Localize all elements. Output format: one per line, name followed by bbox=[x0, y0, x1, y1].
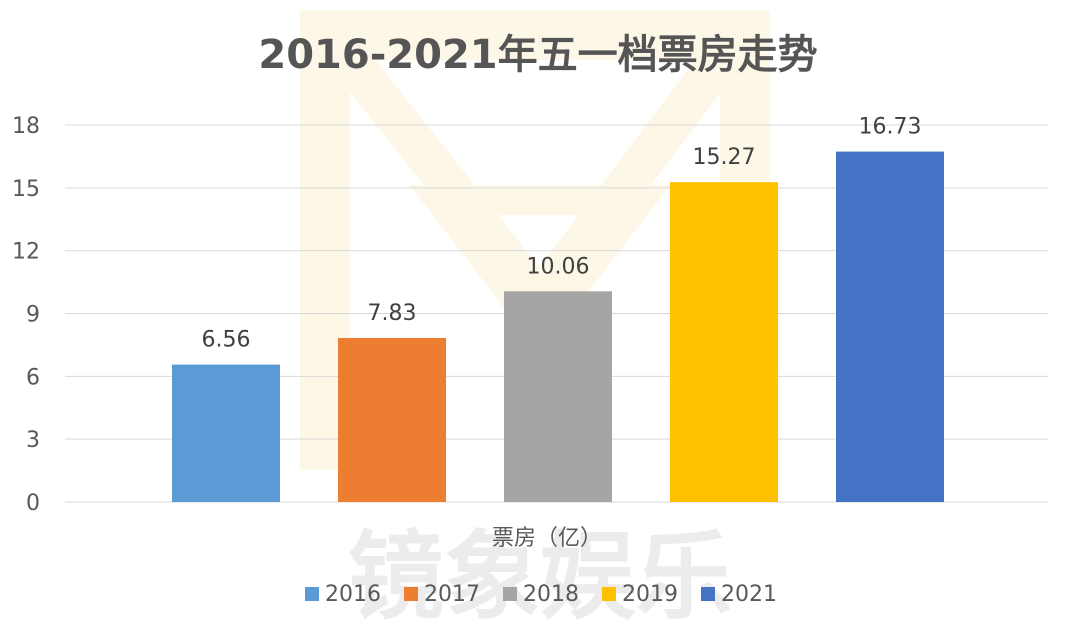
bar-2021 bbox=[836, 151, 944, 503]
bar-2019 bbox=[670, 182, 778, 502]
bar-2016 bbox=[172, 364, 280, 502]
legend-swatch-2021 bbox=[701, 587, 715, 601]
legend-swatch-2016 bbox=[305, 587, 319, 601]
y-tick-label: 6 bbox=[26, 365, 40, 390]
y-tick-label: 0 bbox=[26, 491, 40, 516]
bar-2018 bbox=[504, 291, 612, 502]
data-labels: 6.56 7.83 10.06 15.27 16.73 bbox=[202, 115, 922, 353]
watermark-text: 镜象娱乐 bbox=[348, 521, 732, 633]
legend-label-2018: 2018 bbox=[523, 582, 579, 607]
chart-title: 2016-2021年五一档票房走势 bbox=[258, 32, 817, 78]
y-tick-label: 3 bbox=[26, 428, 40, 453]
y-tick-label: 18 bbox=[12, 114, 40, 139]
data-label-2021: 16.73 bbox=[859, 115, 922, 140]
y-tick-label: 9 bbox=[26, 303, 40, 328]
y-tick-label: 15 bbox=[12, 177, 40, 202]
y-tick-label: 12 bbox=[12, 240, 40, 265]
data-label-2019: 15.27 bbox=[693, 145, 756, 170]
bars bbox=[172, 151, 944, 503]
bar-2017 bbox=[338, 338, 446, 502]
legend-swatch-2017 bbox=[404, 587, 418, 601]
legend-swatch-2019 bbox=[602, 587, 616, 601]
data-label-2016: 6.56 bbox=[202, 328, 251, 353]
x-axis-label: 票房（亿） bbox=[492, 526, 602, 551]
data-label-2018: 10.06 bbox=[527, 254, 590, 279]
legend-label-2019: 2019 bbox=[622, 582, 678, 607]
legend-label-2017: 2017 bbox=[424, 582, 480, 607]
legend-label-2016: 2016 bbox=[325, 582, 381, 607]
data-label-2017: 7.83 bbox=[368, 301, 417, 326]
legend-swatch-2018 bbox=[503, 587, 517, 601]
legend-label-2021: 2021 bbox=[721, 582, 777, 607]
legend: 2016 2017 2018 2019 2021 bbox=[305, 582, 777, 607]
y-axis-ticks: 0 3 6 9 12 15 18 bbox=[12, 114, 40, 516]
